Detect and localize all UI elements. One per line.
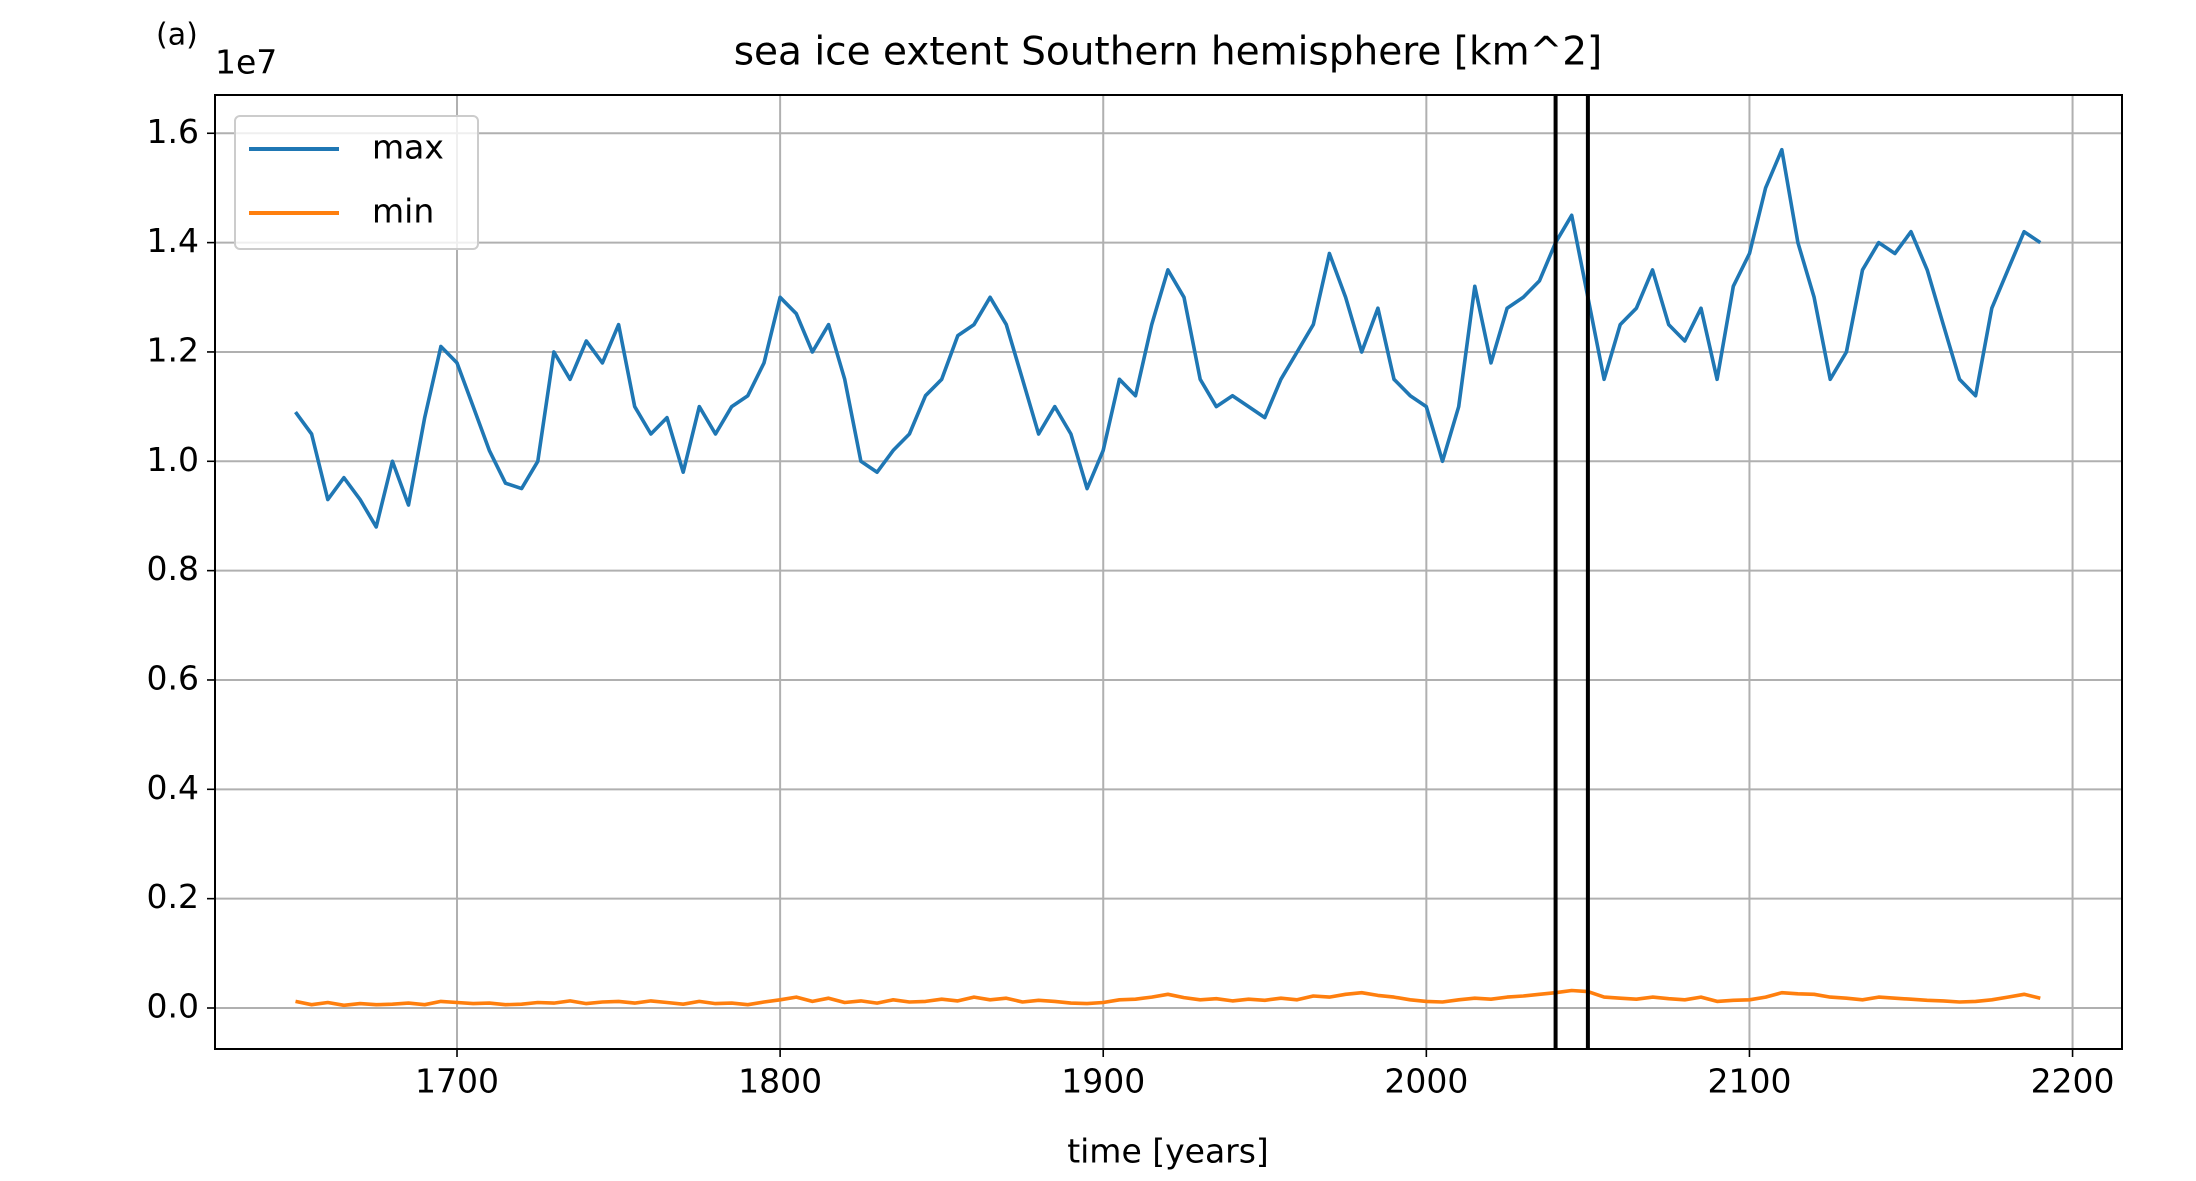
data-line (295, 988, 2041, 1008)
x-tick-label: 2200 (2031, 1062, 2115, 1101)
x-tick-label: 1900 (1061, 1062, 1145, 1101)
legend-label: max (372, 128, 444, 167)
y-offset-label: 1e7 (215, 43, 277, 82)
x-tick-label: 1800 (738, 1062, 822, 1101)
y-tick-label: 0.6 (147, 658, 199, 697)
y-tick-label: 0.2 (147, 877, 199, 916)
x-tick-label: 2100 (1707, 1062, 1791, 1101)
y-tick-label: 1.4 (147, 221, 199, 260)
y-tick-label: 0.4 (147, 768, 199, 807)
x-tick-label: 1700 (415, 1062, 499, 1101)
y-tick-label: 0.8 (147, 549, 199, 588)
annotation: (a) (156, 18, 198, 53)
y-tick-label: 1.0 (147, 440, 199, 479)
legend: max min (234, 115, 479, 250)
plot-frame (214, 94, 2123, 1050)
x-axis-label: time [years] (1067, 1132, 1269, 1171)
y-tick-label: 1.6 (147, 112, 199, 151)
data-line (294, 147, 2042, 529)
x-tick-label: 2000 (1384, 1062, 1468, 1101)
y-tick-label: 1.2 (147, 330, 199, 369)
legend-label: min (372, 192, 434, 231)
chart-title: sea ice extent Southern hemisphere [km^2… (734, 30, 1603, 75)
y-tick-label: 0.0 (147, 986, 199, 1025)
